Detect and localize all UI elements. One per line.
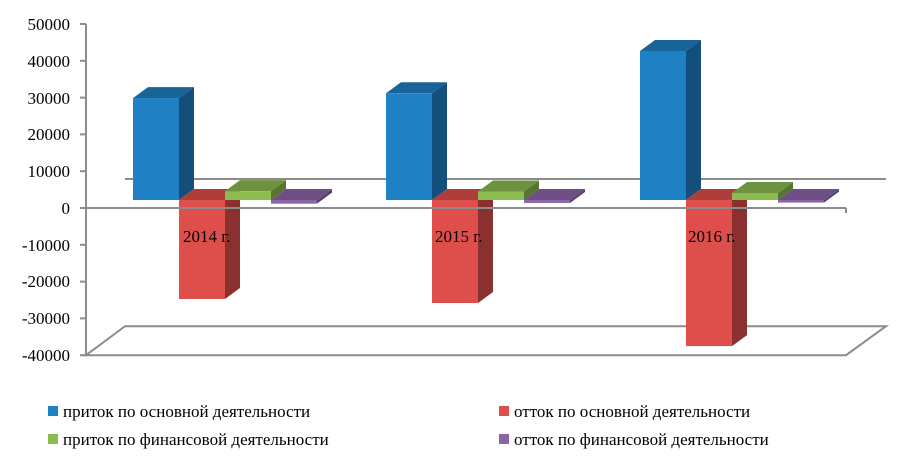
bar <box>640 50 686 201</box>
bar <box>133 98 179 200</box>
bar <box>524 200 570 203</box>
legend-label: отток по основной деятельности <box>514 402 751 421</box>
bar-side <box>478 189 493 304</box>
bar-side <box>317 189 332 204</box>
x-category-label: 2016 г. <box>688 227 736 246</box>
bar-side <box>732 189 747 347</box>
bar-top <box>524 189 585 200</box>
y-tick-label: 20000 <box>27 125 71 144</box>
y-tick-label: 30000 <box>27 89 71 108</box>
bar-top <box>478 180 539 192</box>
legend-swatch-icon <box>48 406 58 416</box>
bar-side <box>824 189 839 203</box>
y-tick-label: -30000 <box>21 309 70 328</box>
bar-top <box>179 189 240 200</box>
y-tick-label: 50000 <box>27 15 71 34</box>
legend-item[interactable]: приток по основной деятельности <box>48 403 310 421</box>
bar <box>686 200 732 347</box>
legend-label: отток по финансовой деятельности <box>514 430 769 449</box>
bar-side <box>271 180 286 200</box>
legend-label: приток по финансовой деятельности <box>63 430 329 449</box>
bar <box>271 200 317 204</box>
legend-label: приток по основной деятельности <box>63 402 311 421</box>
bar-side <box>432 82 447 200</box>
bar-top <box>386 82 447 94</box>
x-category-label: 2014 г. <box>183 227 231 246</box>
bar <box>732 193 778 200</box>
bar-side <box>179 87 194 200</box>
bar <box>225 191 271 200</box>
legend-swatch-icon <box>499 406 509 416</box>
legend-item[interactable]: отток по основной деятельности <box>499 403 750 421</box>
y-tick-label: 40000 <box>27 52 71 71</box>
bar-top <box>640 39 701 51</box>
bar <box>778 200 824 203</box>
bar-side <box>778 182 793 200</box>
bar-top <box>133 87 194 99</box>
x-category-label: 2015 г. <box>435 227 483 246</box>
legend-item[interactable]: отток по финансовой деятельности <box>499 431 769 449</box>
bar-top <box>732 182 793 194</box>
bar-side <box>524 180 539 200</box>
y-tick-label: -20000 <box>21 272 70 291</box>
bar-top <box>271 189 332 200</box>
bar <box>179 200 225 299</box>
legend-item[interactable]: приток по финансовой деятельности <box>48 431 329 449</box>
bar-top <box>778 189 839 200</box>
y-tick-label: 0 <box>61 199 71 218</box>
bar-side <box>225 189 240 299</box>
bar-top <box>686 189 747 200</box>
legend-swatch-icon <box>48 434 58 444</box>
bar-top <box>225 180 286 192</box>
floor-plane <box>82 325 890 357</box>
bar-side <box>570 189 585 203</box>
bar <box>478 191 524 200</box>
bar <box>386 93 432 200</box>
bar <box>432 200 478 304</box>
legend-swatch-icon <box>499 434 509 444</box>
bar-top <box>432 189 493 200</box>
y-tick-label: -40000 <box>21 346 70 365</box>
y-tick-label: 10000 <box>27 162 71 181</box>
bar-side <box>686 39 701 201</box>
y-tick-label: -10000 <box>21 236 70 255</box>
